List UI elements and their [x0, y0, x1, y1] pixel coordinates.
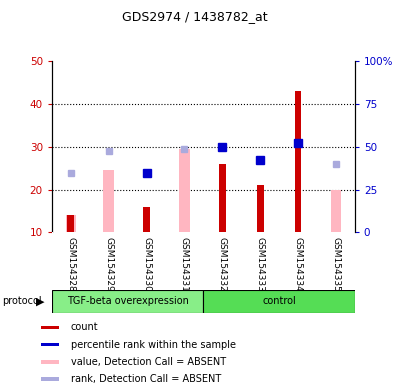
Text: GSM154331: GSM154331: [180, 237, 189, 292]
Bar: [179, 149, 190, 232]
Bar: [295, 91, 301, 232]
Bar: [219, 164, 226, 232]
Text: control: control: [262, 296, 296, 306]
Text: protocol: protocol: [2, 296, 42, 306]
Text: GSM154332: GSM154332: [218, 237, 227, 292]
Text: GSM154335: GSM154335: [332, 237, 340, 292]
Bar: [143, 207, 150, 232]
Text: GSM154334: GSM154334: [293, 237, 303, 292]
Text: TGF-beta overexpression: TGF-beta overexpression: [67, 296, 188, 306]
Bar: [66, 215, 76, 232]
Text: rank, Detection Call = ABSENT: rank, Detection Call = ABSENT: [71, 374, 221, 384]
Text: count: count: [71, 322, 98, 332]
Bar: [103, 170, 114, 232]
Text: GSM154329: GSM154329: [104, 237, 113, 292]
Text: GDS2974 / 1438782_at: GDS2974 / 1438782_at: [122, 10, 268, 23]
Text: GSM154328: GSM154328: [66, 237, 75, 292]
Bar: [257, 185, 264, 232]
Text: GSM154330: GSM154330: [142, 237, 151, 292]
Bar: [331, 190, 341, 232]
Bar: [41, 326, 59, 329]
Bar: [67, 215, 74, 232]
FancyBboxPatch shape: [203, 290, 355, 313]
Bar: [41, 343, 59, 346]
FancyBboxPatch shape: [52, 290, 203, 313]
Bar: [41, 360, 59, 364]
Text: GSM154333: GSM154333: [256, 237, 265, 292]
Text: percentile rank within the sample: percentile rank within the sample: [71, 339, 236, 349]
Text: value, Detection Call = ABSENT: value, Detection Call = ABSENT: [71, 357, 226, 367]
Bar: [41, 377, 59, 381]
Text: ▶: ▶: [36, 296, 44, 306]
